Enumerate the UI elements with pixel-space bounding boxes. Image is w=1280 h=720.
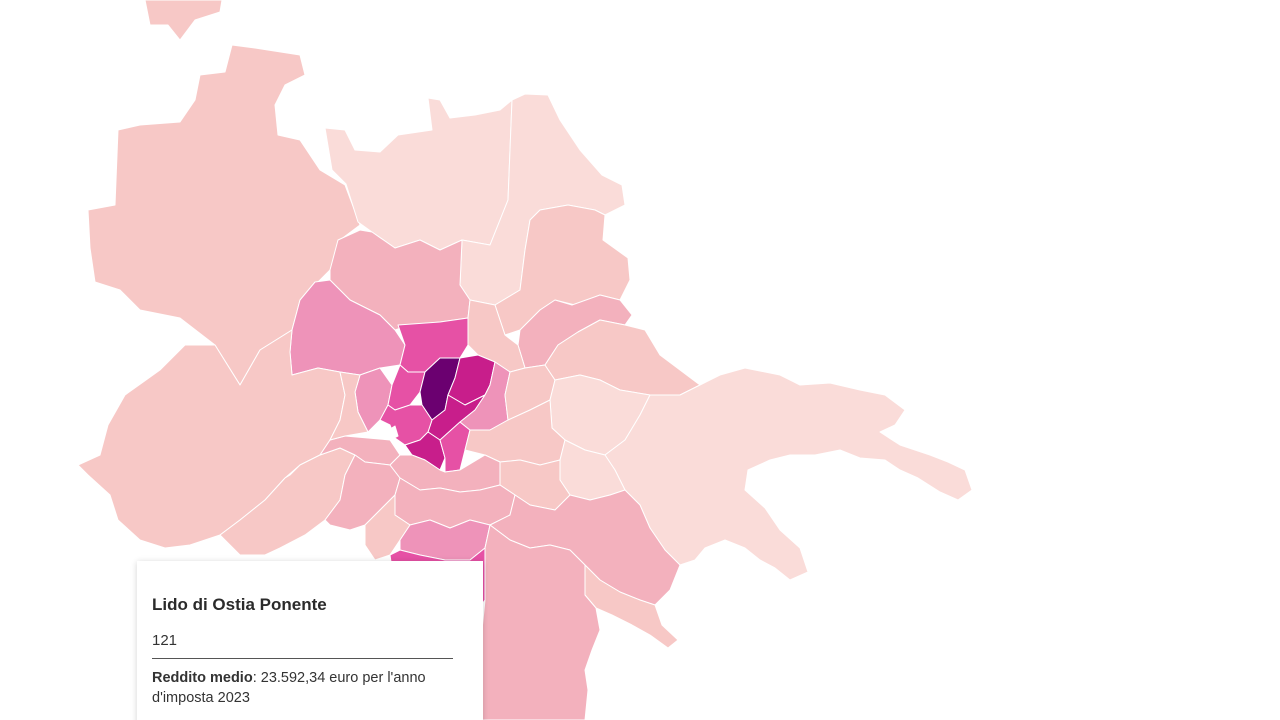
map-zone[interactable] — [387, 364, 426, 411]
tooltip-income: Reddito medio: 23.592,34 euro per l'anno… — [152, 668, 453, 708]
tooltip-title: Lido di Ostia Ponente — [152, 595, 327, 614]
tooltip-income-value: : 23.592,34 euro per l'anno d'imposta 20… — [152, 670, 426, 706]
map-tooltip: Lido di Ostia Ponente 121 Reddito medio:… — [137, 561, 483, 720]
map-zone[interactable] — [364, 494, 411, 561]
map-gap — [384, 425, 399, 441]
map-zone[interactable] — [144, 0, 223, 41]
tooltip-income-label: Reddito medio — [152, 670, 253, 686]
map-zone[interactable] — [329, 371, 369, 441]
tooltip-zone-code: 121 — [152, 632, 453, 659]
map-zone[interactable] — [584, 564, 679, 649]
